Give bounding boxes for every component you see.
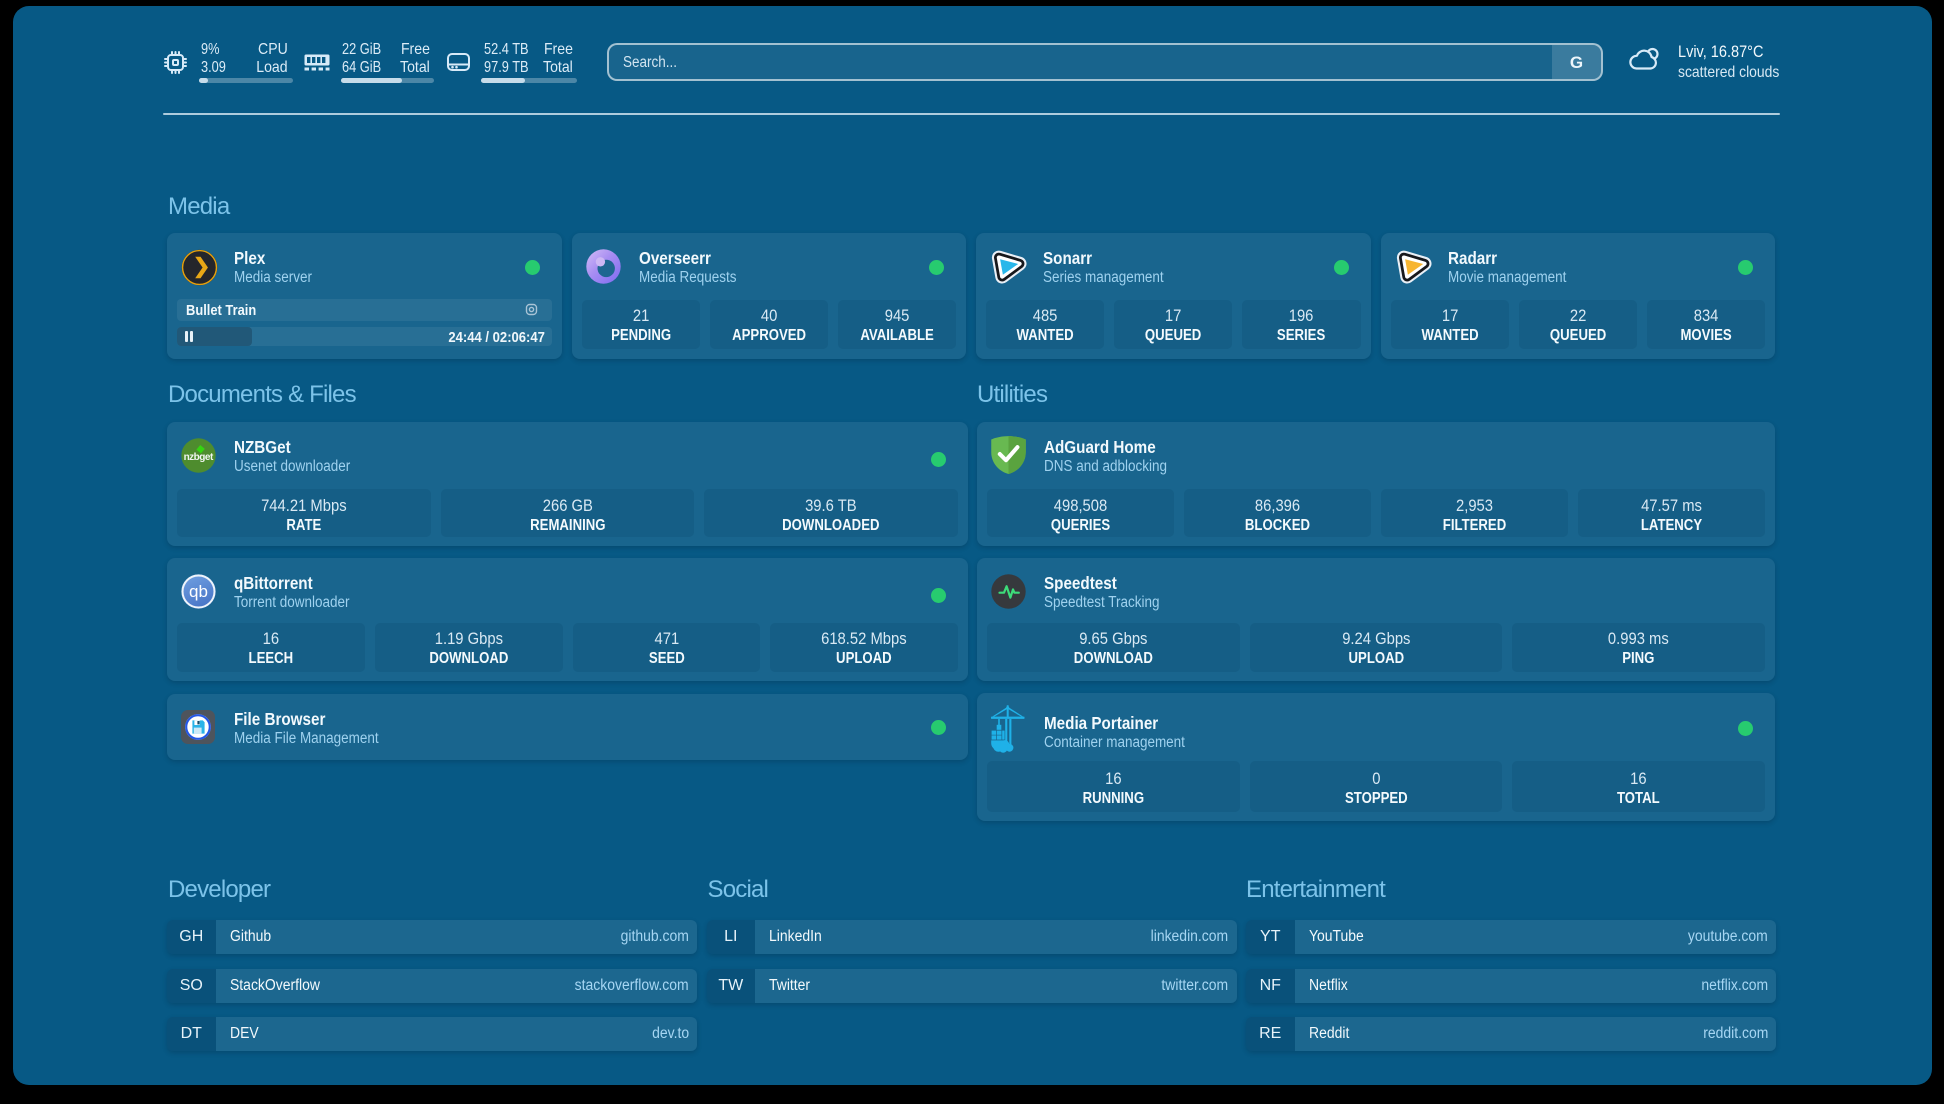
- svg-text:nzbget: nzbget: [184, 452, 214, 463]
- svg-text:qb: qb: [189, 582, 208, 601]
